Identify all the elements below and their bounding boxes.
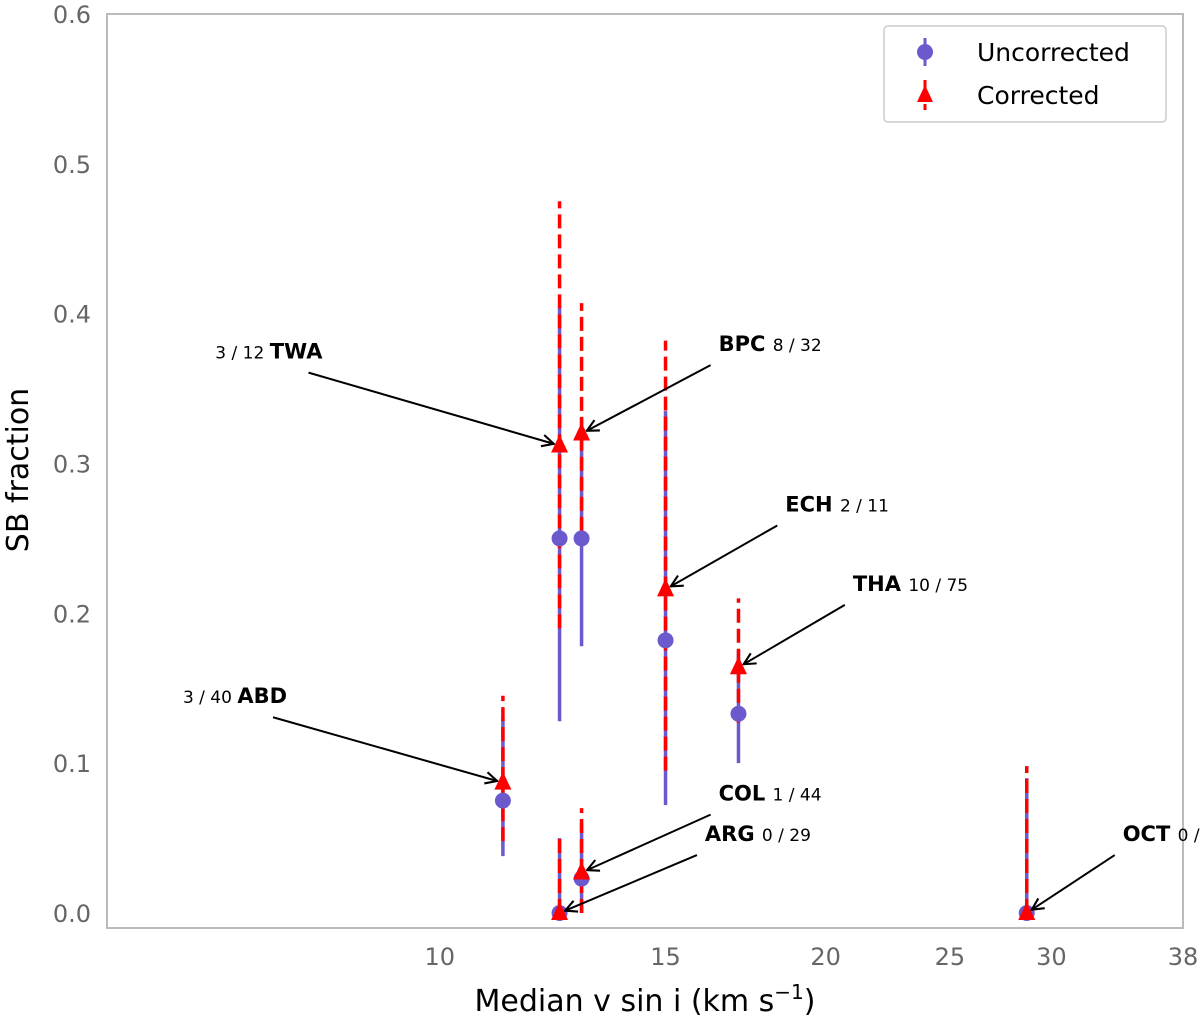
uncorrected-marker-tha <box>730 705 747 722</box>
annotation-fraction: 1 / 44 <box>773 786 822 806</box>
corrected-marker-bpc <box>573 422 591 441</box>
annotation-group-name: ABD <box>237 684 287 708</box>
annotation-oct: OCT 0 / 15 <box>1032 822 1200 910</box>
annotation-arrow-twa <box>308 371 554 444</box>
x-tick-label: 38 <box>1168 943 1199 971</box>
annotation-fraction: 3 / 12 <box>215 344 269 364</box>
y-tick-label: 0.4 <box>53 301 91 329</box>
annotation-group-name: OCT <box>1123 822 1178 846</box>
annotation-fraction: 2 / 11 <box>840 496 889 516</box>
uncorrected-marker-twa <box>551 530 568 547</box>
legend-entry-corrected: Corrected <box>917 80 1100 110</box>
legend-box <box>883 25 1167 123</box>
annotation-twa: 3 / 12 TWA <box>215 340 553 444</box>
corrected-marker-abd <box>494 771 512 790</box>
corrected-marker-arg <box>551 902 569 921</box>
y-axis-label: SB fraction <box>1 388 36 552</box>
annotation-group-name: COL <box>719 782 773 806</box>
annotation-label-ech: ECH 2 / 11 <box>785 492 889 516</box>
y-tick-label: 0.0 <box>53 900 91 928</box>
x-tick-label: 15 <box>650 943 681 971</box>
uncorrected-marker-ech <box>657 632 674 649</box>
annotation-arrow-abd <box>272 716 497 781</box>
x-tick-label: 25 <box>935 943 966 971</box>
corrected-marker-oct <box>1018 902 1036 921</box>
annotation-label-tha: THA 10 / 75 <box>853 572 968 596</box>
y-tick-label: 0.3 <box>53 451 91 479</box>
annotation-label-abd: 3 / 40 ABD <box>183 684 287 708</box>
legend: Uncorrected Corrected <box>883 25 1167 123</box>
annotation-arrow-ech <box>671 524 778 586</box>
legend-entry-uncorrected: Uncorrected <box>917 38 1130 67</box>
annotation-abd: 3 / 40 ABD <box>183 684 497 781</box>
annotation-arrow-tha <box>744 604 846 664</box>
y-tick-label: 0.2 <box>53 600 91 628</box>
annotation-label-col: COL 1 / 44 <box>719 782 822 806</box>
annotation-label-twa: 3 / 12 TWA <box>215 340 323 364</box>
y-tick-label: 0.5 <box>53 151 91 179</box>
x-axis-label: Median v sin i (km s−1) <box>475 980 816 1019</box>
y-axis-ticks: 0.0 0.1 0.2 0.3 0.4 0.5 0.6 <box>53 1 91 928</box>
annotation-fraction: 8 / 32 <box>773 336 822 356</box>
x-tick-label: 30 <box>1036 943 1067 971</box>
annotation-fraction: 3 / 40 <box>183 688 237 708</box>
uncorrected-marker-bpc <box>573 530 590 547</box>
annotation-fraction: 0 / 29 <box>762 826 811 846</box>
plot-area <box>106 13 1184 929</box>
annotation-arrow-oct <box>1032 854 1116 910</box>
annotation-fraction: 10 / 75 <box>908 576 968 596</box>
legend-uncorrected-label: Uncorrected <box>977 38 1130 67</box>
y-tick-label: 0.1 <box>53 750 91 778</box>
annotation-group-name: THA <box>853 572 908 596</box>
x-tick-label: 10 <box>425 943 456 971</box>
annotation-arrow-bpc <box>587 364 712 431</box>
uncorrected-marker-abd <box>494 792 511 809</box>
annotation-group-name: ARG <box>705 822 762 846</box>
corrected-marker-col <box>573 861 591 880</box>
annotation-label-bpc: BPC 8 / 32 <box>719 332 822 356</box>
annotation-group-name: ECH <box>785 492 840 516</box>
annotation-tha: THA 10 / 75 <box>744 572 968 664</box>
y-tick-label: 0.6 <box>53 1 91 29</box>
legend-uncorrected-marker <box>917 44 933 60</box>
data-markers <box>494 422 1036 922</box>
annotation-arg: ARG 0 / 29 <box>565 822 811 911</box>
annotation-group-name: TWA <box>270 340 324 364</box>
legend-corrected-label: Corrected <box>977 81 1100 110</box>
legend-corrected-marker <box>917 85 933 102</box>
annotations: 3 / 12 TWA BPC 8 / 32 ECH 2 / 11 THA 10 / 7… <box>183 332 1200 911</box>
x-axis-ticks: 10 15 20 25 30 38 <box>425 943 1199 971</box>
annotation-col: COL 1 / 44 <box>587 782 822 870</box>
annotation-label-oct: OCT 0 / 15 <box>1123 822 1200 846</box>
annotation-group-name: BPC <box>719 332 773 356</box>
annotation-fraction: 0 / 15 <box>1178 826 1200 846</box>
annotation-bpc: BPC 8 / 32 <box>587 332 822 431</box>
x-tick-label: 20 <box>810 943 841 971</box>
annotation-ech: ECH 2 / 11 <box>671 492 889 586</box>
annotation-arrow-col <box>587 813 712 870</box>
corrected-marker-ech <box>657 578 675 597</box>
corrected-marker-twa <box>551 434 569 453</box>
annotation-arrow-arg <box>565 854 698 911</box>
annotation-label-arg: ARG 0 / 29 <box>705 822 811 846</box>
corrected-marker-tha <box>729 656 747 675</box>
